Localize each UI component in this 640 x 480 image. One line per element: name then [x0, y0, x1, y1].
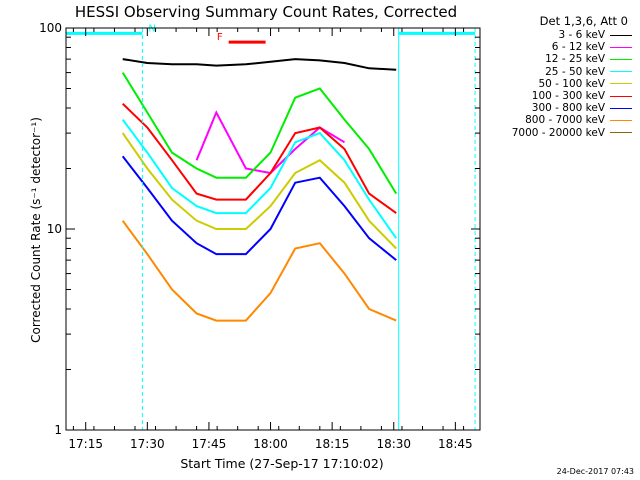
- x-tick-label: 17:30: [130, 437, 165, 451]
- legend-label: 3 - 6 keV: [558, 29, 605, 42]
- legend-label: 300 - 800 keV: [531, 102, 605, 115]
- legend-entry: 12 - 25 keV: [482, 53, 632, 65]
- legend-entry: 6 - 12 keV: [482, 41, 632, 53]
- legend-entry: 100 - 300 keV: [482, 90, 632, 102]
- legend-entry: 300 - 800 keV: [482, 102, 632, 114]
- legend-swatch: [610, 95, 632, 97]
- legend-swatch: [610, 71, 632, 73]
- legend-label: 12 - 25 keV: [545, 53, 605, 66]
- x-axis-label: Start Time (27-Sep-17 17:10:02): [180, 456, 383, 471]
- legend-swatch: [610, 83, 632, 85]
- series-line-7: [121, 220, 397, 322]
- legend-entry: 7000 - 20000 keV: [482, 127, 632, 139]
- series-line-5: [122, 102, 397, 214]
- x-tick-label: 18:00: [253, 437, 288, 451]
- x-tick-label: 17:45: [192, 437, 227, 451]
- y-tick-label: 100: [39, 21, 62, 35]
- legend-title: Det 1,3,6, Att 0: [539, 14, 628, 28]
- legend-swatch: [610, 132, 632, 134]
- legend-swatch: [610, 58, 632, 60]
- legend-label: 7000 - 20000 keV: [511, 126, 605, 139]
- legend: Det 1,3,6, Att 0 3 - 6 keV 6 - 12 keV 12 -…: [482, 13, 632, 139]
- legend-label: 25 - 50 keV: [545, 65, 605, 78]
- datestamp: 24-Dec-2017 07:43: [556, 467, 634, 476]
- legend-label: 50 - 100 keV: [538, 77, 605, 90]
- series-line-1: [195, 110, 346, 175]
- legend-entry: 25 - 50 keV: [482, 66, 632, 78]
- legend-swatch: [610, 34, 632, 36]
- y-tick-label: 10: [47, 222, 62, 236]
- legend-label: 6 - 12 keV: [551, 41, 605, 54]
- tick-layer: 17:15 17:30 17:45 18:00 18:15 18:30 18:45 1 10 10…: [39, 21, 480, 451]
- series-line-6: [121, 155, 397, 261]
- series-line-3: [121, 119, 398, 239]
- series-layer: [121, 58, 398, 322]
- legend-entry: 3 - 6 keV: [482, 29, 632, 41]
- x-tick-label: 18:45: [438, 437, 473, 451]
- chart-title: HESSI Observing Summary Count Rates, Cor…: [75, 3, 457, 21]
- legend-label: 800 - 7000 keV: [525, 114, 605, 127]
- annotation-label-0: N: [148, 23, 155, 34]
- series-line-0: [122, 58, 397, 71]
- legend-rows: 3 - 6 keV 6 - 12 keV 12 - 25 keV 25 - 50 ke…: [482, 29, 632, 139]
- x-tick-label: 18:15: [315, 437, 350, 451]
- x-tick-label: 17:15: [68, 437, 103, 451]
- legend-swatch: [610, 46, 632, 48]
- legend-label: 100 - 300 keV: [531, 90, 605, 103]
- x-tick-label: 18:30: [376, 437, 411, 451]
- y-axis-label: Corrected Count Rate (s⁻¹ detector⁻¹): [29, 117, 43, 343]
- annotation-label-1: F: [217, 32, 223, 43]
- y-tick-label: 1: [54, 423, 62, 437]
- legend-swatch: [610, 107, 632, 109]
- legend-swatch: [610, 119, 632, 121]
- series-line-4: [121, 132, 397, 250]
- legend-entry: 50 - 100 keV: [482, 78, 632, 90]
- series-line-2: [121, 72, 398, 195]
- legend-entry: 800 - 7000 keV: [482, 114, 632, 126]
